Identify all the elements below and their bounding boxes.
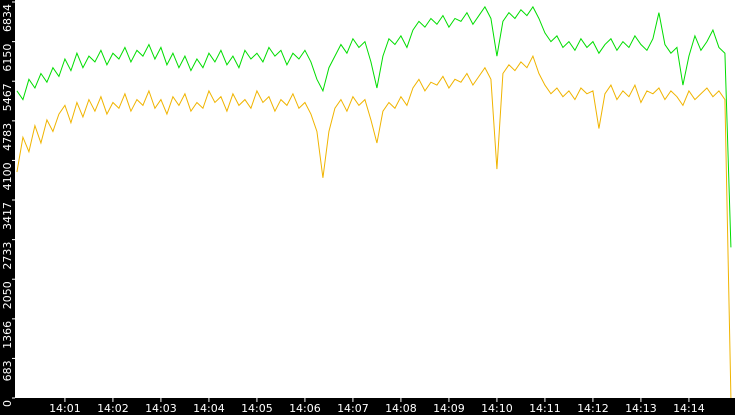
- x-tick-label: 14:14: [673, 402, 705, 415]
- x-tick-label: 14:12: [577, 402, 609, 415]
- series-line: [16, 54, 732, 399]
- y-tick-label: 5467: [1, 83, 14, 111]
- x-tick-label: 14:04: [193, 402, 225, 415]
- y-tick-label: 3417: [1, 202, 14, 230]
- x-tick-label: 14:02: [97, 402, 129, 415]
- y-tick-label: 2050: [1, 281, 14, 309]
- x-tick-label: 14:09: [433, 402, 465, 415]
- x-tick-label: 14:03: [145, 402, 177, 415]
- y-tick-label: 2733: [1, 242, 14, 270]
- plot-area: [15, 0, 735, 398]
- y-tick-label: 1366: [1, 321, 14, 349]
- x-tick-label: 14:13: [625, 402, 657, 415]
- x-tick-label: 14:07: [337, 402, 369, 415]
- y-tick-label: 683: [1, 360, 14, 381]
- x-tick-label: 14:05: [241, 402, 273, 415]
- x-tick-label: 14:11: [529, 402, 561, 415]
- x-tick-label: 14:08: [385, 402, 417, 415]
- y-tick-label: 4100: [1, 162, 14, 190]
- y-tick-label: 4783: [1, 123, 14, 151]
- y-tick-label: 6150: [1, 44, 14, 72]
- y-tick-label: 0: [1, 400, 14, 407]
- x-tick-label: 14:01: [49, 402, 81, 415]
- x-tick-label: 14:06: [289, 402, 321, 415]
- series-line: [16, 5, 732, 248]
- y-tick-label: 6834: [1, 4, 14, 32]
- x-tick-label: 14:10: [481, 402, 513, 415]
